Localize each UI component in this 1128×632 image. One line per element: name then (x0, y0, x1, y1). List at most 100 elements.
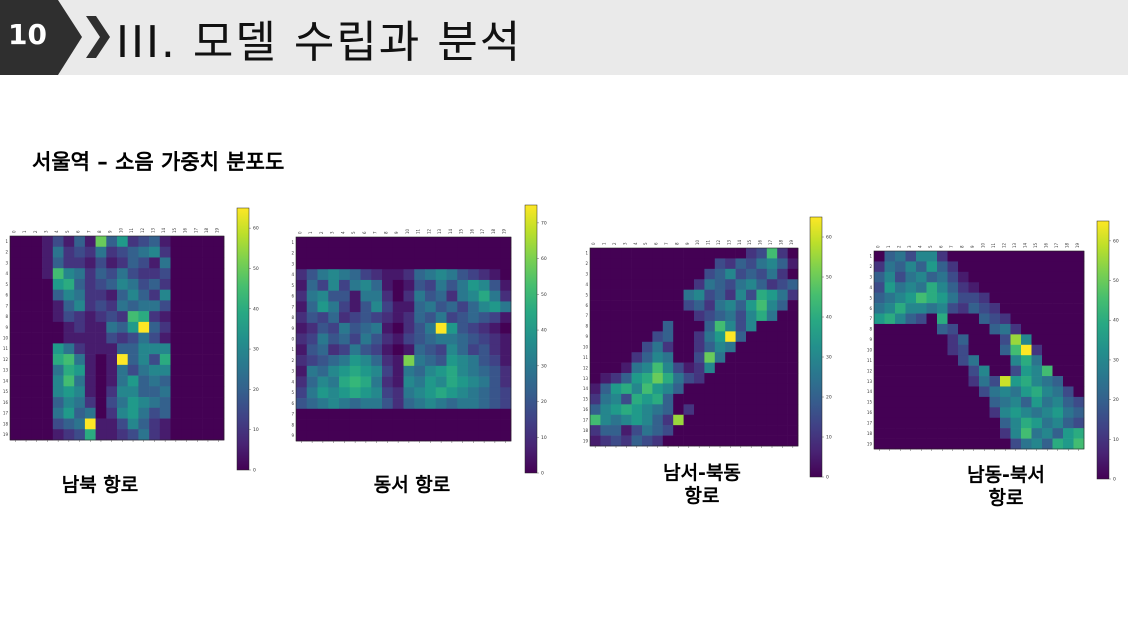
y-tick-label: 6 (291, 294, 294, 299)
heatmap-cell (979, 271, 990, 283)
heatmap-cell (328, 408, 340, 420)
y-tick-label: 17 (3, 411, 9, 416)
heatmap-cell (714, 289, 726, 301)
heatmap-cell (181, 246, 193, 258)
heatmap-cell (339, 269, 351, 281)
heatmap-cell (127, 300, 139, 312)
x-tick-label: 15 (172, 227, 177, 233)
heatmap-cell (916, 282, 927, 293)
heatmap-cell (958, 428, 969, 439)
heatmap-cell (127, 246, 139, 258)
heatmap-cell (989, 271, 1001, 283)
x-tick-label: 18 (204, 227, 209, 233)
heatmap-cell (127, 289, 139, 301)
heatmap-cell (1042, 428, 1053, 439)
heatmap-cell (926, 282, 938, 293)
x-tick-label: 17 (480, 228, 485, 234)
heatmap-cell (296, 398, 308, 410)
heatmap-cell (610, 289, 622, 301)
heatmap-cell (382, 333, 394, 345)
heatmap-cell (704, 279, 716, 290)
heatmap-cell (662, 310, 674, 322)
heatmap-cell (926, 271, 938, 283)
heatmap-cell (349, 322, 361, 334)
heatmap-cell (84, 289, 96, 301)
heatmap-cell (414, 398, 426, 410)
heatmap-cell (63, 268, 75, 280)
heatmap-cell (349, 269, 361, 281)
heatmap-cell (1031, 428, 1043, 439)
heatmap-cell (159, 278, 171, 290)
heatmap-cell (159, 375, 171, 387)
heatmap-cell (874, 417, 885, 429)
heatmap-cell (968, 251, 980, 262)
heatmap-cell (979, 396, 990, 408)
heatmap-cell (777, 373, 788, 384)
heatmap-cell (317, 344, 329, 356)
heatmap-cell (1052, 355, 1064, 366)
heatmap-cell (1021, 417, 1032, 429)
heatmap-cell (631, 414, 643, 426)
heatmap-cell (95, 332, 107, 344)
heatmap-cell (673, 425, 684, 436)
heatmap-cell (777, 268, 788, 280)
heatmap-cell (704, 404, 716, 416)
heatmap-cell (414, 301, 426, 313)
heatmap-cell (181, 375, 193, 387)
header-bar (0, 0, 1128, 75)
heatmap-cell (937, 313, 948, 325)
heatmap-cell (610, 341, 622, 353)
heatmap-cell (1000, 334, 1011, 346)
y-tick-label: 11 (3, 346, 9, 351)
heatmap-cell (947, 365, 959, 377)
heatmap-cell (874, 344, 885, 356)
heatmap-cell (725, 352, 736, 363)
heatmap-cell (42, 257, 54, 269)
heatmap-cell (74, 289, 86, 301)
heatmap-cell (947, 282, 959, 293)
heatmap-cell (1000, 438, 1011, 450)
heatmap-cell (382, 430, 394, 442)
heatmap-cell (306, 279, 318, 291)
heatmap-cell (1063, 271, 1074, 283)
colorbar-tick-label: 20 (1113, 397, 1119, 403)
heatmap-cell (149, 364, 161, 376)
heatmap-cell (905, 271, 917, 283)
heatmap-cell (600, 248, 612, 259)
y-tick-label: 6 (869, 306, 872, 311)
heatmap-cell (435, 258, 447, 270)
heatmap-cell (414, 344, 426, 356)
heatmap-cell (610, 258, 622, 270)
heatmap-cell (478, 258, 490, 270)
heatmap-cell (317, 430, 329, 442)
heatmap-cell (20, 268, 32, 280)
heatmap-cell (683, 289, 695, 301)
heatmap-frame (873, 250, 1085, 450)
heatmap-cell (63, 386, 75, 398)
x-tick-label: 19 (1075, 242, 1080, 248)
heatmap-cell (725, 435, 736, 447)
heatmap-cell (31, 364, 43, 376)
x-tick-label: 6 (938, 245, 943, 248)
heatmap-cell (590, 320, 601, 332)
heatmap-cell (478, 247, 490, 259)
heatmap-cell (884, 355, 896, 366)
heatmap-cell (63, 257, 75, 269)
heatmap-cell (756, 279, 768, 290)
y-tick-label: 14 (867, 389, 873, 394)
heatmap-cell (181, 311, 193, 323)
heatmap-cell (1063, 365, 1074, 377)
heatmap-cell (138, 311, 150, 323)
heatmap-cell (590, 373, 601, 384)
heatmap-cell (694, 373, 705, 384)
heatmap-cell (610, 383, 622, 395)
x-tick-label: 12 (426, 228, 431, 234)
heatmap-cell (947, 251, 959, 262)
heatmap-cell (31, 311, 43, 323)
heatmap-cell (905, 365, 917, 377)
heatmap-cell (1021, 407, 1032, 419)
heatmap-cell (74, 332, 86, 344)
heatmap-cell (1010, 303, 1022, 314)
heatmap-cell (339, 290, 351, 302)
heatmap-cell (478, 312, 490, 324)
